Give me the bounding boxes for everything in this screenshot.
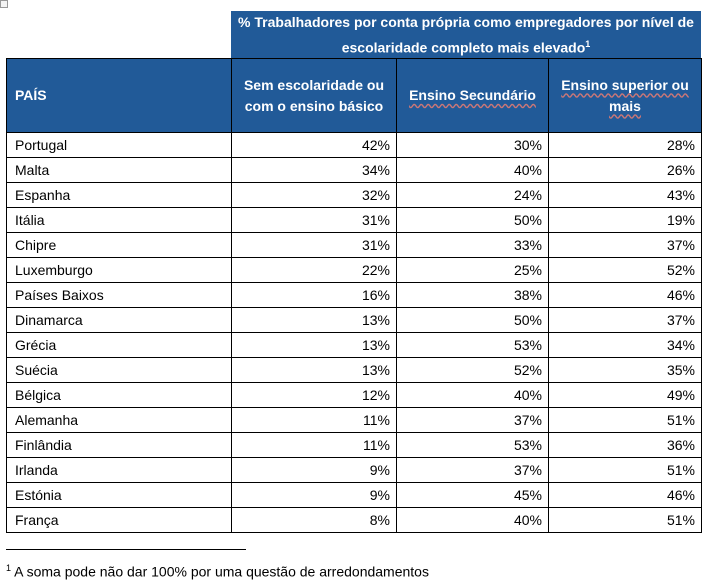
value-cell: 26% (548, 157, 702, 183)
header-higher: Ensino superior ou mais (548, 58, 702, 133)
country-cell: Alemanha (6, 407, 232, 433)
value-cell: 11% (231, 432, 397, 458)
table-anchor-handle[interactable] (0, 0, 8, 8)
value-cell: 30% (396, 132, 549, 158)
country-cell: Luxemburgo (6, 257, 232, 283)
country-cell: Estónia (6, 482, 232, 508)
value-cell: 43% (548, 182, 702, 208)
country-cell: Chipre (6, 232, 232, 258)
table-row: Irlanda 9% 37% 51% (6, 457, 702, 483)
table-row: Finlândia 11% 53% 36% (6, 432, 702, 458)
value-cell: 36% (548, 432, 702, 458)
table-row: Itália 31% 50% 19% (6, 207, 702, 233)
value-cell: 9% (231, 482, 397, 508)
country-cell: Itália (6, 207, 232, 233)
table-row: Bélgica 12% 40% 49% (6, 382, 702, 408)
footnote: 1 A soma pode não dar 100% por uma quest… (6, 563, 429, 580)
country-cell: Portugal (6, 132, 232, 158)
value-cell: 31% (231, 232, 397, 258)
value-cell: 40% (396, 507, 549, 533)
header-basic: Sem escolaridade ou com o ensino básico (231, 58, 397, 133)
value-cell: 53% (396, 432, 549, 458)
header-row: PAÍS Sem escolaridade ou com o ensino bá… (6, 58, 702, 133)
value-cell: 52% (548, 257, 702, 283)
table-row: Malta 34% 40% 26% (6, 157, 702, 183)
value-cell: 33% (396, 232, 549, 258)
value-cell: 12% (231, 382, 397, 408)
country-cell: Irlanda (6, 457, 232, 483)
table-row: Estónia 9% 45% 46% (6, 482, 702, 508)
value-cell: 9% (231, 457, 397, 483)
value-cell: 28% (548, 132, 702, 158)
header-country: PAÍS (6, 58, 232, 133)
table-row: Luxemburgo 22% 25% 52% (6, 257, 702, 283)
value-cell: 34% (548, 332, 702, 358)
value-cell: 40% (396, 382, 549, 408)
value-cell: 52% (396, 357, 549, 383)
footnote-mark: 1 (585, 38, 591, 49)
value-cell: 46% (548, 282, 702, 308)
value-cell: 11% (231, 407, 397, 433)
header-secondary: Ensino Secundário (396, 58, 549, 133)
value-cell: 24% (396, 182, 549, 208)
country-cell: França (6, 507, 232, 533)
value-cell: 25% (396, 257, 549, 283)
country-cell: Finlândia (6, 432, 232, 458)
table-row: Grécia 13% 53% 34% (6, 332, 702, 358)
footnote-separator (6, 549, 246, 550)
table-row: Alemanha 11% 37% 51% (6, 407, 702, 433)
country-cell: Grécia (6, 332, 232, 358)
value-cell: 13% (231, 307, 397, 333)
value-cell: 37% (548, 307, 702, 333)
data-table: PAÍS Sem escolaridade ou com o ensino bá… (6, 58, 702, 533)
table-row: Países Baixos 16% 38% 46% (6, 282, 702, 308)
value-cell: 51% (548, 407, 702, 433)
table-row: Chipre 31% 33% 37% (6, 232, 702, 258)
value-cell: 51% (548, 457, 702, 483)
country-cell: Dinamarca (6, 307, 232, 333)
value-cell: 22% (231, 257, 397, 283)
country-cell: Espanha (6, 182, 232, 208)
table-row: Suécia 13% 52% 35% (6, 357, 702, 383)
value-cell: 37% (548, 232, 702, 258)
value-cell: 16% (231, 282, 397, 308)
value-cell: 19% (548, 207, 702, 233)
country-cell: Países Baixos (6, 282, 232, 308)
value-cell: 13% (231, 357, 397, 383)
value-cell: 32% (231, 182, 397, 208)
value-cell: 51% (548, 507, 702, 533)
value-cell: 37% (396, 407, 549, 433)
value-cell: 34% (231, 157, 397, 183)
value-cell: 31% (231, 207, 397, 233)
table-row: Dinamarca 13% 50% 37% (6, 307, 702, 333)
value-cell: 35% (548, 357, 702, 383)
value-cell: 45% (396, 482, 549, 508)
value-cell: 42% (231, 132, 397, 158)
value-cell: 50% (396, 207, 549, 233)
value-cell: 13% (231, 332, 397, 358)
value-cell: 40% (396, 157, 549, 183)
value-cell: 8% (231, 507, 397, 533)
country-cell: Bélgica (6, 382, 232, 408)
value-cell: 49% (548, 382, 702, 408)
table-row: França 8% 40% 51% (6, 507, 702, 533)
super-header-text: % Trabalhadores por conta própria como e… (238, 13, 694, 56)
value-cell: 38% (396, 282, 549, 308)
value-cell: 37% (396, 457, 549, 483)
country-cell: Malta (6, 157, 232, 183)
table-row: Espanha 32% 24% 43% (6, 182, 702, 208)
value-cell: 50% (396, 307, 549, 333)
value-cell: 53% (396, 332, 549, 358)
value-cell: 46% (548, 482, 702, 508)
country-cell: Suécia (6, 357, 232, 383)
table-super-header: % Trabalhadores por conta própria como e… (231, 11, 701, 58)
table-row: Portugal 42% 30% 28% (6, 132, 702, 158)
